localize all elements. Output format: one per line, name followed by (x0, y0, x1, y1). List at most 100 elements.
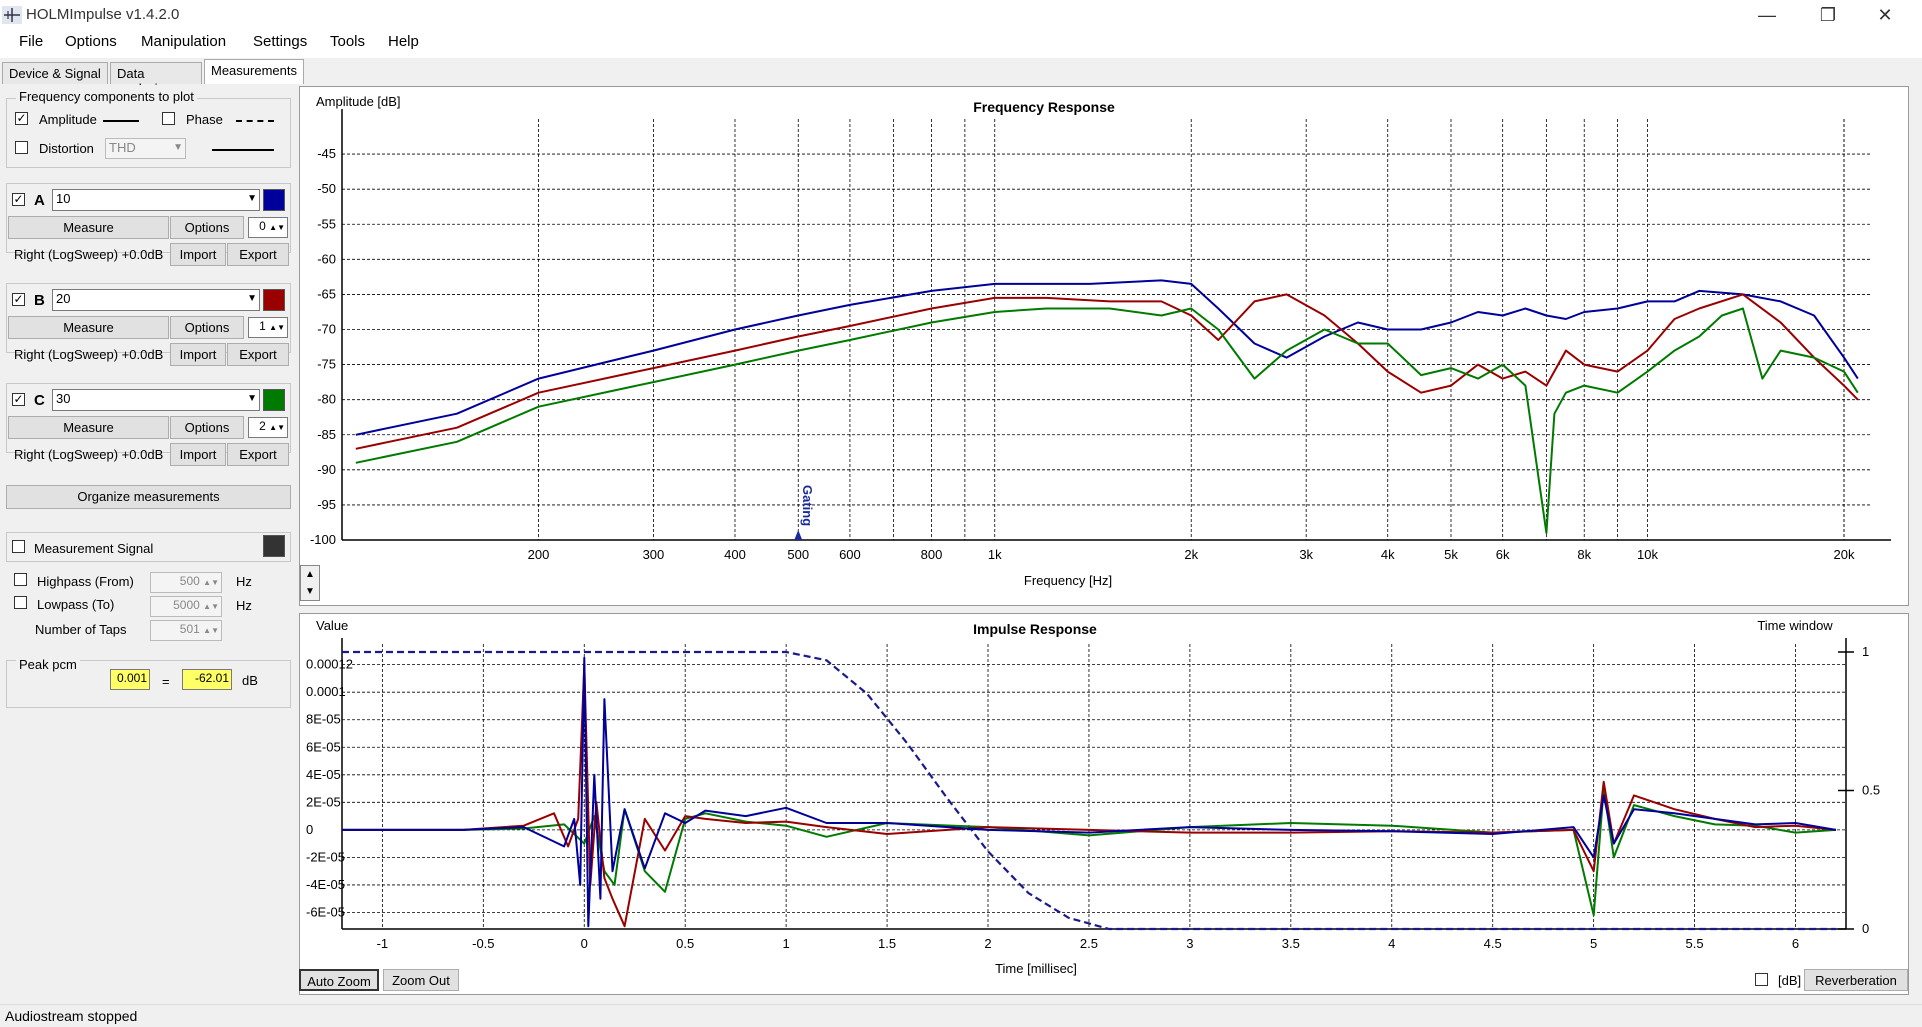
measurement-b-import-button[interactable]: Import (170, 343, 226, 366)
restore-button[interactable]: ❐ (1819, 5, 1837, 25)
tab-data-analysis[interactable]: Data analysis (110, 62, 202, 96)
measurement-a-color[interactable] (263, 189, 285, 211)
x-tick-label: 4k (1381, 547, 1395, 562)
measurement-c-import-button[interactable]: Import (170, 443, 226, 466)
measurement-c-color[interactable] (263, 389, 285, 411)
phase-label: Phase (186, 112, 223, 127)
x-tick-label: 800 (921, 547, 943, 562)
measurement-b-options-button[interactable]: Options (170, 316, 244, 339)
measurement-b-index-stepper[interactable]: 1 ▲▼ (248, 317, 288, 338)
distortion-type-value: THD (109, 140, 136, 155)
distortion-checkbox[interactable] (15, 141, 28, 154)
highpass-unit: Hz (236, 574, 252, 589)
stepper-arrows-icon: ▲▼ (269, 323, 285, 332)
measurement-b-name-select[interactable]: 20 ▼ (52, 289, 260, 311)
measurement-b-measure-button[interactable]: Measure (8, 316, 169, 339)
x-tick-label: 10k (1637, 547, 1658, 562)
measurement-c-options-button[interactable]: Options (170, 416, 244, 439)
y-tick-label: 8E-05 (306, 712, 341, 727)
impulse-response-panel: -1 -0.5 0 0.5 1 1.5 2 2.5 3 3.5 4 4.5 5 5.5 6 0.00012 0.… (299, 613, 1909, 995)
measurement-signal-checkbox[interactable] (12, 540, 25, 553)
y-tick-label: -55 (317, 216, 336, 231)
x-tick-label: 5 (1590, 936, 1597, 951)
measurement-b-group (6, 283, 291, 353)
highpass-label: Highpass (From) (37, 574, 134, 589)
x-tick-label: 2 (984, 936, 991, 951)
measurement-a-import-button[interactable]: Import (170, 243, 226, 266)
peak-db-value[interactable]: -62.01 (182, 669, 232, 690)
gating-marker[interactable]: Gating (794, 485, 815, 540)
measurement-signal-color[interactable] (263, 535, 285, 557)
phase-checkbox[interactable] (162, 112, 175, 125)
auto-zoom-button[interactable]: Auto Zoom (299, 969, 379, 991)
measurement-signal-group (6, 532, 291, 562)
lowpass-stepper[interactable]: 5000 ▲▼ (150, 596, 222, 617)
measurement-a-group (6, 183, 291, 253)
highpass-stepper[interactable]: 500 ▲▼ (150, 572, 222, 593)
chevron-down-icon: ▼ (173, 142, 183, 153)
y-tick-label: 0.0001 (306, 684, 346, 699)
splitter-arrows-icon[interactable]: ▲ ▼ (300, 565, 320, 601)
reverberation-button[interactable]: Reverberation (1804, 969, 1908, 991)
measurement-a-index: 0 (259, 219, 266, 233)
y2-tick-label: 0 (1862, 921, 1869, 936)
measurement-a-index-stepper[interactable]: 0 ▲▼ (248, 217, 288, 238)
frequency-response-chart[interactable]: -45 -50 -55 -60 -65 -70 -75 -80 -85 -90 -95 -100 200… (300, 87, 1908, 605)
menu-options[interactable]: Options (65, 33, 117, 50)
amplitude-checkbox[interactable]: ✓ (15, 111, 28, 125)
x-tick-label: 200 (528, 547, 550, 562)
menu-tools[interactable]: Tools (330, 33, 366, 50)
distortion-label: Distortion (39, 141, 94, 156)
measurement-b-color[interactable] (263, 289, 285, 311)
x-tick-label: 1k (988, 547, 1002, 562)
distortion-type-select[interactable]: THD ▼ (105, 138, 186, 159)
tab-device-signal[interactable]: Device & Signal (2, 62, 108, 84)
measurement-a-export-button[interactable]: Export (227, 243, 289, 266)
measurement-b-name: 20 (56, 291, 71, 306)
taps-value: 501 (179, 622, 200, 636)
menu-help[interactable]: Help (388, 33, 419, 50)
peak-pcm-value[interactable]: 0.001 (110, 669, 150, 690)
impulse-response-chart[interactable]: -1 -0.5 0 0.5 1 1.5 2 2.5 3 3.5 4 4.5 5 5.5 6 0.00012 0.… (300, 614, 1908, 994)
y-tick-label: -95 (317, 497, 336, 512)
chevron-down-icon: ▼ (247, 193, 257, 204)
x-tick-label: 500 (787, 547, 809, 562)
amplitude-line-style (103, 120, 139, 122)
measurement-a-measure-button[interactable]: Measure (8, 216, 169, 239)
measurement-a-checkbox[interactable]: ✓ (12, 192, 25, 206)
measurement-c-checkbox[interactable]: ✓ (12, 392, 25, 406)
x-tick-label: 0.5 (676, 936, 694, 951)
y-tick-label: -50 (317, 181, 336, 196)
measurement-b-export-button[interactable]: Export (227, 343, 289, 366)
lowpass-checkbox[interactable] (14, 596, 27, 609)
measurement-a-name-select[interactable]: 10 ▼ (52, 189, 260, 211)
taps-stepper[interactable]: 501 ▲▼ (150, 620, 222, 641)
measurement-b-checkbox[interactable]: ✓ (12, 292, 25, 306)
peak-db-unit: dB (242, 673, 258, 688)
y-tick-label: -80 (317, 392, 336, 407)
minimize-button[interactable]: — (1758, 5, 1776, 25)
x-tick-label: 8k (1577, 547, 1591, 562)
measurement-c-export-button[interactable]: Export (227, 443, 289, 466)
x-tick-label: 3k (1299, 547, 1313, 562)
measurement-c-measure-button[interactable]: Measure (8, 416, 169, 439)
menu-manipulation[interactable]: Manipulation (141, 33, 227, 50)
zoom-out-button[interactable]: Zoom Out (383, 969, 459, 991)
y-tick-label: 6E-05 (306, 739, 341, 754)
y-tick-label: -2E-05 (306, 849, 345, 864)
menu-settings[interactable]: Settings (253, 33, 308, 50)
impulse-response-xlabel: Time [millisec] (995, 961, 1077, 976)
measurement-b-index: 1 (259, 319, 266, 333)
close-button[interactable]: ✕ (1877, 5, 1893, 25)
measurement-a-options-button[interactable]: Options (170, 216, 244, 239)
x-tick-label: 20k (1833, 547, 1854, 562)
highpass-checkbox[interactable] (14, 573, 27, 586)
stepper-arrows-icon: ▲▼ (269, 223, 285, 232)
measurement-c-name-select[interactable]: 30 ▼ (52, 389, 260, 411)
measurement-c-index-stepper[interactable]: 2 ▲▼ (248, 417, 288, 438)
y-tick-label: 0.00012 (306, 657, 353, 672)
tab-measurements[interactable]: Measurements (204, 59, 304, 84)
db-checkbox[interactable] (1755, 973, 1768, 986)
menu-file[interactable]: File (19, 33, 44, 50)
organize-measurements-button[interactable]: Organize measurements (6, 485, 291, 509)
